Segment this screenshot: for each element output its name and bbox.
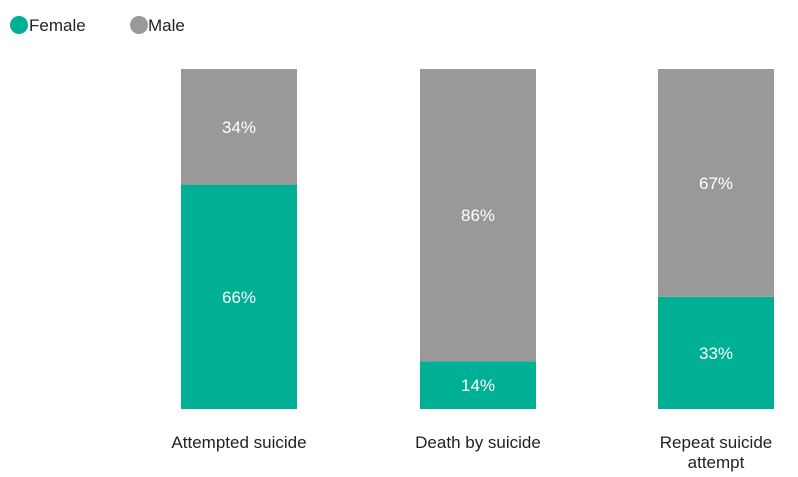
data-label-female-1: 14% xyxy=(461,376,495,395)
category-label-0: Attempted suicide xyxy=(171,433,306,452)
bar-female-0 xyxy=(181,184,297,409)
bar-male-1 xyxy=(420,69,536,362)
category-labels: Attempted suicide Death by suicide Repeat … xyxy=(171,433,772,472)
data-label-female-0: 66% xyxy=(222,288,256,307)
legend-label-female: Female xyxy=(29,16,86,35)
bars xyxy=(181,69,774,409)
bar-female-2 xyxy=(658,296,774,409)
data-label-male-2: 67% xyxy=(699,174,733,193)
legend-swatch-male xyxy=(130,16,148,34)
bar-female-1 xyxy=(420,361,536,409)
legend: Female Male xyxy=(10,16,185,35)
data-label-male-1: 86% xyxy=(461,206,495,225)
category-label-1: Death by suicide xyxy=(415,433,541,452)
bar-labels: 66% 34% 14% 86% 33% 67% xyxy=(222,118,733,395)
bar-male-2 xyxy=(658,69,774,297)
category-label-2: Repeat suicide attempt xyxy=(660,433,772,472)
bar-male-0 xyxy=(181,69,297,185)
legend-label-male: Male xyxy=(148,16,185,35)
data-label-female-2: 33% xyxy=(699,344,733,363)
data-label-male-0: 34% xyxy=(222,118,256,137)
legend-swatch-female xyxy=(10,16,28,34)
